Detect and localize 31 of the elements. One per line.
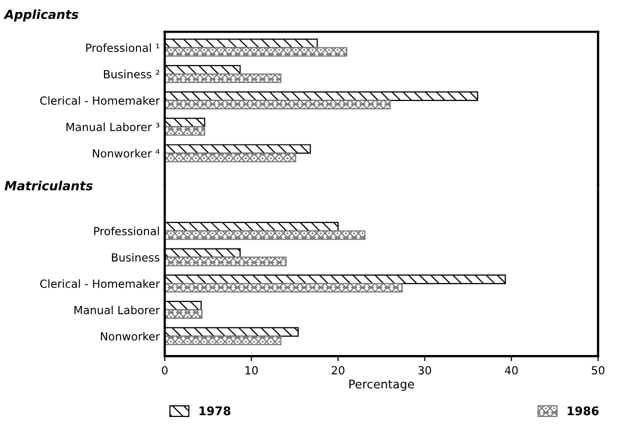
y-tick-label: Professional ¹ — [86, 43, 160, 52]
bar — [164, 47, 348, 57]
y-tick-label: Clerical - Homemaker — [40, 279, 160, 288]
bar — [164, 100, 391, 110]
y-tick-label: Manual Laborer ³ — [66, 122, 160, 132]
y-tick-label: Clerical - Homemaker — [40, 96, 160, 105]
bar — [164, 230, 366, 240]
text: Matriculants — [4, 180, 93, 190]
x-tick-label: 10 — [246, 366, 258, 374]
y-tick-label: Business ² — [104, 70, 160, 78]
y-tick-label: Nonworker — [100, 332, 160, 341]
bar — [164, 256, 287, 266]
legend-label: 1978 — [200, 406, 230, 416]
bar — [164, 336, 282, 346]
x-tick-label: 50 — [592, 366, 604, 374]
y-tick-label: Manual Laborer — [74, 306, 160, 314]
legend-label: 1986 — [568, 406, 599, 416]
bar — [164, 152, 296, 162]
x-tick-label: 0 — [162, 366, 168, 374]
y-tick-label: Nonworker ⁴ — [92, 148, 160, 158]
y-tick-label: Professional — [94, 226, 159, 236]
x-tick-label: 40 — [504, 366, 518, 374]
bar — [164, 282, 403, 293]
bar — [164, 126, 206, 136]
bar — [164, 309, 203, 319]
text: Applicants — [4, 9, 78, 22]
bar — [164, 73, 282, 84]
x-axis-title: Percentage — [349, 380, 414, 391]
x-tick-label: 20 — [332, 366, 344, 374]
y-tick-label: Business — [112, 253, 160, 262]
x-tick-label: 30 — [418, 366, 432, 374]
